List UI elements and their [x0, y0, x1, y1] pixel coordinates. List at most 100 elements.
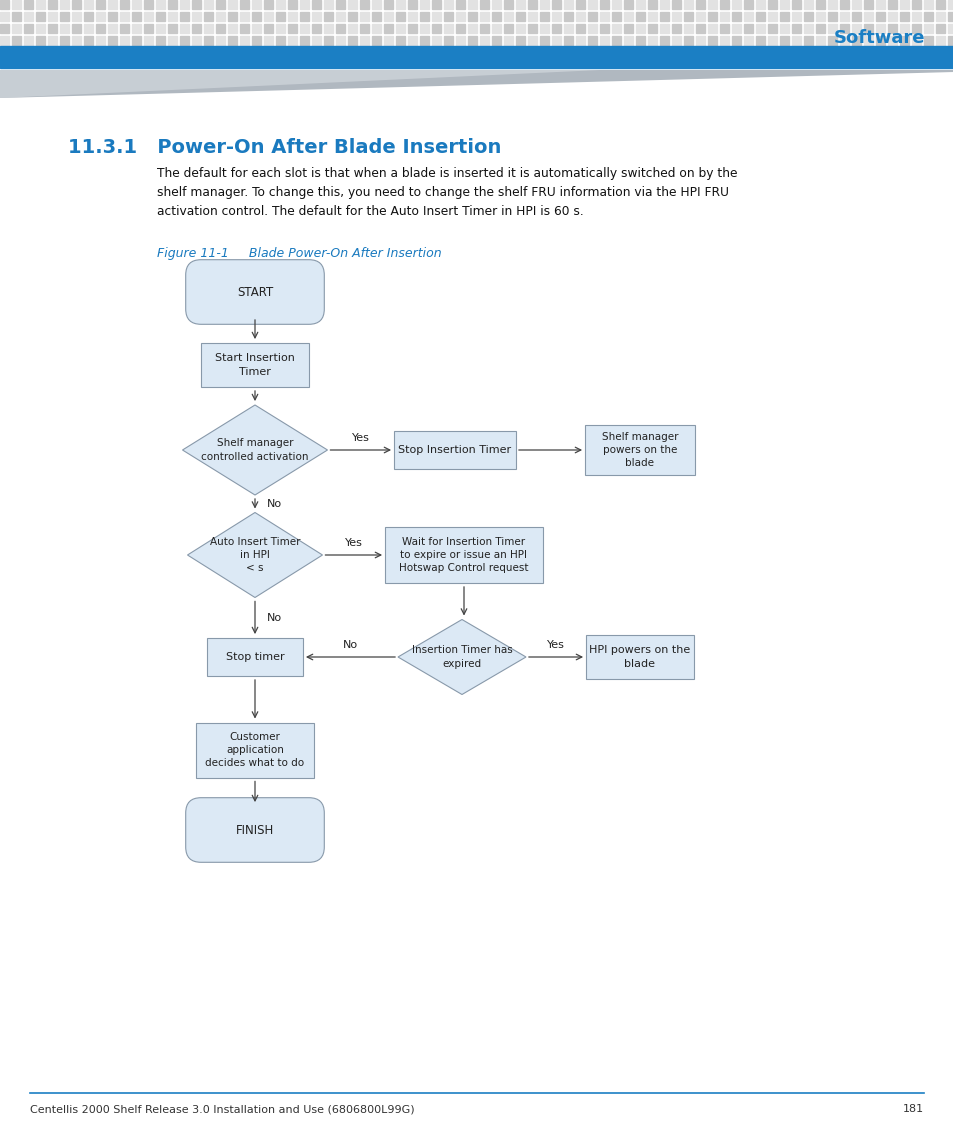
Bar	[911, 11, 920, 21]
FancyBboxPatch shape	[195, 722, 314, 777]
Text: The default for each slot is that when a blade is inserted it is automatically s: The default for each slot is that when a…	[157, 167, 737, 180]
FancyBboxPatch shape	[585, 635, 693, 679]
Bar	[527, 48, 537, 57]
Bar	[492, 0, 500, 9]
Bar	[288, 24, 296, 33]
Bar	[935, 35, 944, 45]
Bar	[24, 11, 33, 21]
Bar	[108, 35, 117, 45]
Bar	[384, 0, 393, 9]
Bar	[228, 11, 236, 21]
Bar	[563, 35, 573, 45]
Bar	[587, 24, 597, 33]
Bar	[755, 35, 764, 45]
Bar	[71, 11, 81, 21]
Bar	[252, 35, 261, 45]
Bar	[623, 24, 633, 33]
Bar	[899, 48, 908, 57]
Bar	[192, 35, 201, 45]
Polygon shape	[182, 405, 327, 495]
Bar	[408, 0, 416, 9]
Bar	[479, 0, 489, 9]
Bar	[252, 24, 261, 33]
Bar	[324, 35, 333, 45]
Bar	[168, 24, 177, 33]
Bar	[24, 48, 33, 57]
Bar	[576, 35, 584, 45]
Polygon shape	[0, 70, 953, 98]
Bar	[384, 35, 393, 45]
Bar	[780, 48, 788, 57]
Bar	[0, 46, 953, 68]
Bar	[563, 11, 573, 21]
Bar	[899, 35, 908, 45]
Bar	[516, 11, 524, 21]
Bar	[767, 0, 776, 9]
Bar	[215, 11, 225, 21]
Bar	[636, 35, 644, 45]
Bar	[120, 35, 129, 45]
Bar	[803, 48, 812, 57]
Bar	[671, 48, 680, 57]
Bar	[479, 24, 489, 33]
Bar	[720, 24, 728, 33]
Bar	[671, 24, 680, 33]
Bar	[156, 48, 165, 57]
Bar	[911, 0, 920, 9]
Bar	[731, 0, 740, 9]
Bar	[612, 0, 620, 9]
Bar	[228, 35, 236, 45]
Bar	[132, 0, 141, 9]
Bar	[780, 24, 788, 33]
Bar	[204, 35, 213, 45]
Bar	[228, 48, 236, 57]
Text: shelf manager. To change this, you need to change the shelf FRU information via : shelf manager. To change this, you need …	[157, 185, 728, 199]
Bar	[36, 0, 45, 9]
Bar	[48, 48, 57, 57]
Bar	[863, 0, 872, 9]
Bar	[803, 35, 812, 45]
Bar	[552, 0, 560, 9]
Bar	[720, 11, 728, 21]
Bar	[456, 35, 464, 45]
Text: Yes: Yes	[352, 433, 370, 443]
Bar	[168, 48, 177, 57]
Text: Auto Insert Timer
in HPI
< s: Auto Insert Timer in HPI < s	[210, 537, 300, 574]
Bar	[599, 48, 608, 57]
Bar	[12, 24, 21, 33]
Text: 181: 181	[902, 1104, 923, 1114]
Bar	[120, 11, 129, 21]
Bar	[156, 24, 165, 33]
Text: Yes: Yes	[344, 538, 362, 548]
FancyBboxPatch shape	[207, 638, 303, 676]
Text: Start Insertion
Timer: Start Insertion Timer	[214, 354, 294, 377]
Bar	[552, 48, 560, 57]
Bar	[84, 48, 92, 57]
Bar	[875, 35, 884, 45]
Bar	[24, 0, 33, 9]
Bar	[671, 0, 680, 9]
Bar	[312, 11, 320, 21]
Bar	[923, 0, 932, 9]
Bar	[767, 48, 776, 57]
Bar	[791, 11, 801, 21]
Bar	[887, 35, 896, 45]
Bar	[923, 48, 932, 57]
Bar	[36, 11, 45, 21]
Bar	[84, 11, 92, 21]
Bar	[851, 48, 861, 57]
Bar	[384, 48, 393, 57]
Bar	[935, 48, 944, 57]
Bar	[215, 35, 225, 45]
Bar	[767, 35, 776, 45]
Bar	[71, 48, 81, 57]
Bar	[180, 0, 189, 9]
Bar	[887, 11, 896, 21]
Bar	[335, 0, 345, 9]
Bar	[935, 24, 944, 33]
Bar	[503, 48, 513, 57]
Bar	[479, 48, 489, 57]
Bar	[372, 48, 380, 57]
Bar	[468, 48, 476, 57]
Bar	[144, 48, 152, 57]
